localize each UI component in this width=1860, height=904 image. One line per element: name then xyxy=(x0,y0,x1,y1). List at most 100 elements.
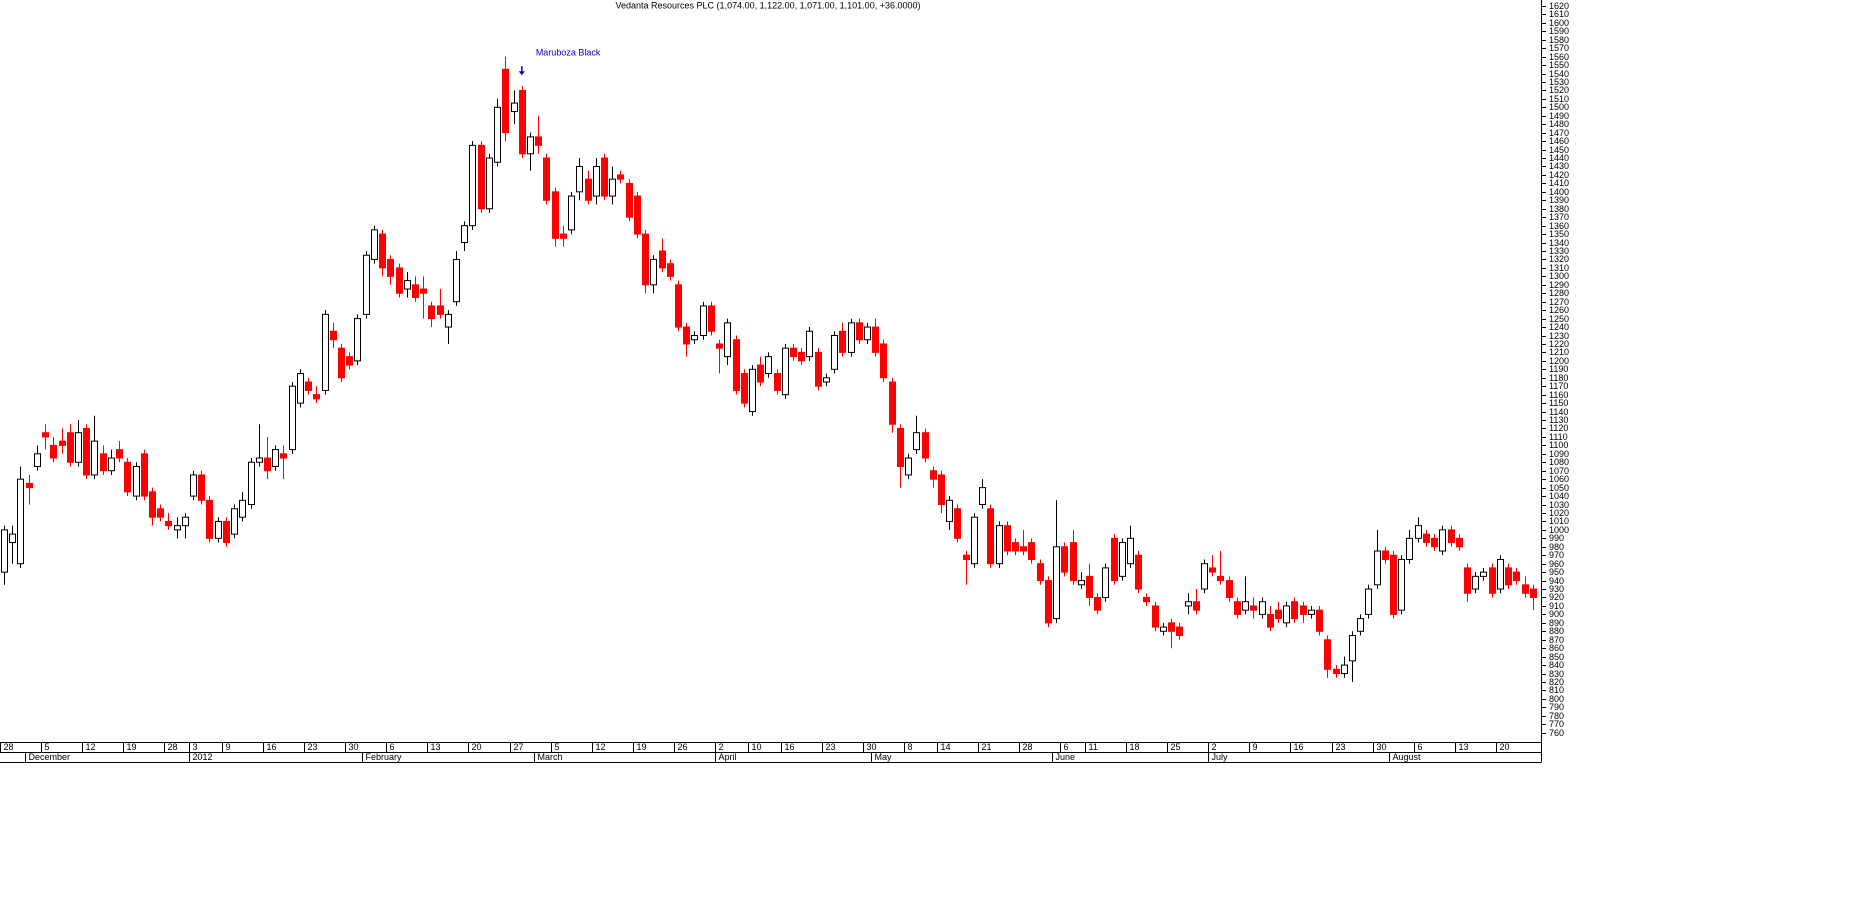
x-tick-label: 13 xyxy=(431,742,441,752)
candle-body xyxy=(1464,567,1471,594)
candle-body xyxy=(996,525,1003,565)
candle-body xyxy=(396,267,403,294)
candle-body xyxy=(716,343,723,349)
y-tick-label: 1070 xyxy=(1549,466,1569,476)
y-tick-label: 810 xyxy=(1549,685,1564,695)
y-tick-label: 820 xyxy=(1549,677,1564,687)
x-tick-label: 25 xyxy=(1171,742,1181,752)
candle-body xyxy=(272,449,279,467)
candle-body xyxy=(34,453,41,467)
y-tick-label: 1340 xyxy=(1549,238,1569,248)
candle-body xyxy=(856,322,863,341)
candle-body xyxy=(568,195,575,231)
candle-body xyxy=(1522,584,1529,594)
candle-body xyxy=(239,499,246,518)
candle-body xyxy=(782,347,789,396)
candle-body xyxy=(379,233,386,269)
y-tick-label: 1220 xyxy=(1549,339,1569,349)
candle-body xyxy=(708,305,715,332)
month-label: April xyxy=(719,752,737,762)
candle-body xyxy=(1398,558,1405,611)
y-tick-label: 1290 xyxy=(1549,280,1569,290)
candle-body xyxy=(404,280,411,290)
y-tick-label: 800 xyxy=(1549,694,1564,704)
y-tick-label: 1140 xyxy=(1549,407,1568,417)
candle-body xyxy=(1012,542,1019,552)
candle-body xyxy=(75,432,82,463)
candle-body xyxy=(1176,626,1183,637)
x-tick-label: 6 xyxy=(1064,742,1069,752)
candle-body xyxy=(445,313,452,328)
candle-body xyxy=(552,191,559,239)
y-tick-label: 1100 xyxy=(1549,440,1568,450)
candle-body xyxy=(609,178,616,197)
candle-body xyxy=(1127,537,1134,565)
candle-body xyxy=(108,457,115,472)
candle-body xyxy=(1185,601,1192,607)
candle-body xyxy=(1489,567,1496,594)
y-tick-label: 1230 xyxy=(1549,331,1569,341)
x-tick-label: 20 xyxy=(1500,742,1510,752)
candle-body xyxy=(774,373,781,391)
candle-body xyxy=(979,487,986,506)
candle-body xyxy=(453,258,460,303)
y-tick-label: 790 xyxy=(1549,702,1564,712)
y-tick-label: 1110 xyxy=(1549,432,1568,442)
y-tick-label: 1570 xyxy=(1549,43,1569,53)
candle-body xyxy=(83,427,90,476)
y-tick-label: 900 xyxy=(1549,609,1564,619)
candle-body xyxy=(1143,596,1150,603)
candle-body xyxy=(231,508,238,535)
candle-body xyxy=(1505,567,1512,586)
candle-body xyxy=(741,373,748,404)
candle-body xyxy=(100,453,107,472)
candle-body xyxy=(1111,537,1118,582)
candle-body xyxy=(1250,605,1257,611)
candle-body xyxy=(880,343,887,379)
candle-body xyxy=(346,356,353,366)
candle-body xyxy=(174,525,181,531)
candle-body xyxy=(1053,546,1060,620)
candle-body xyxy=(601,157,608,197)
y-tick-label: 1520 xyxy=(1549,85,1569,95)
candle-body xyxy=(141,453,148,497)
candle-body xyxy=(322,313,329,391)
candle-body xyxy=(1217,575,1224,582)
candle-body xyxy=(987,508,994,565)
candle-body xyxy=(198,474,205,501)
x-tick-label: 12 xyxy=(86,742,96,752)
x-tick-label: 21 xyxy=(982,742,992,752)
y-tick-label: 870 xyxy=(1549,635,1564,645)
y-tick-label: 760 xyxy=(1549,728,1564,738)
y-tick-label: 1150 xyxy=(1549,398,1568,408)
x-tick-label: 11 xyxy=(1089,742,1098,752)
x-tick-label: 20 xyxy=(472,742,482,752)
candle-body xyxy=(946,499,953,522)
x-tick-label: 26 xyxy=(678,742,688,752)
y-tick-label: 980 xyxy=(1549,542,1564,552)
x-tick-label: 30 xyxy=(867,742,877,752)
y-tick-label: 1170 xyxy=(1549,381,1568,391)
y-tick-label: 780 xyxy=(1549,711,1564,721)
x-tick-label: 28 xyxy=(1023,742,1033,752)
candle-body xyxy=(765,356,772,375)
candle-body xyxy=(1267,613,1274,628)
candle-body xyxy=(798,351,805,362)
candle-body xyxy=(1234,601,1241,615)
candle-body xyxy=(667,263,674,277)
month-label: March xyxy=(538,752,563,762)
candle-body xyxy=(1004,525,1011,552)
candle-body xyxy=(930,470,937,480)
candle-body xyxy=(749,368,756,413)
x-tick-label: 14 xyxy=(941,742,951,752)
y-tick-label: 1610 xyxy=(1549,9,1569,19)
y-tick-label: 910 xyxy=(1549,601,1564,611)
candle-body xyxy=(67,432,74,463)
candle-body xyxy=(387,258,394,277)
x-tick-label: 23 xyxy=(826,742,836,752)
candle-body xyxy=(848,322,855,353)
candle-body xyxy=(494,106,501,163)
x-tick-label: 6 xyxy=(1418,742,1423,752)
candle-body xyxy=(659,250,666,269)
y-tick-label: 1360 xyxy=(1549,221,1569,231)
